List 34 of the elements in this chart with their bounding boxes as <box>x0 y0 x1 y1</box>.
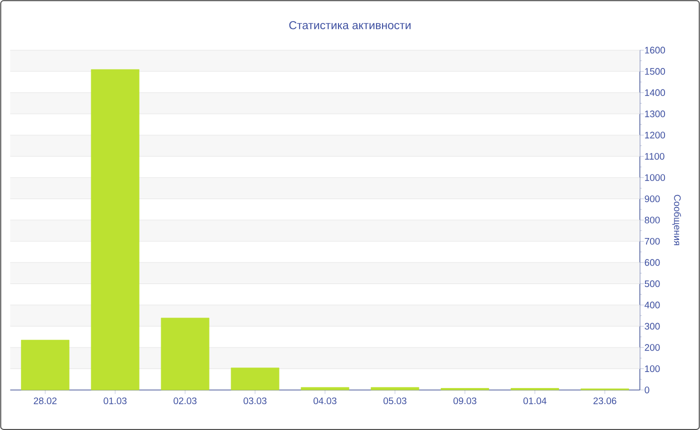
bar <box>300 387 350 390</box>
y-tick-label: 0 <box>644 386 650 394</box>
bar <box>20 340 70 390</box>
x-tick-label: 03.03 <box>244 397 266 404</box>
y-tick-label: 1100 <box>645 152 664 160</box>
y-tick-label: 600 <box>644 259 660 266</box>
y-tick-label: 1200 <box>645 132 666 138</box>
x-tick-label: 23.06 <box>593 397 616 404</box>
y-tick-label: 1400 <box>645 89 666 96</box>
y-tick-label: 200 <box>644 344 660 351</box>
y-axis-title: Сообщения <box>672 194 682 246</box>
y-tick-label: 400 <box>644 302 660 308</box>
y-tick-label: 1500 <box>645 68 666 75</box>
y-tick-label: 700 <box>644 238 660 245</box>
bar <box>370 387 420 390</box>
x-tick-label: 01.04 <box>523 397 546 404</box>
y-tick-label: 1600 <box>645 46 666 54</box>
y-tick-label: 1000 <box>645 174 666 181</box>
y-tick-label: 800 <box>644 216 660 224</box>
y-tick-label: 100 <box>645 365 660 372</box>
x-tick-label: 09.03 <box>453 397 476 404</box>
x-tick-label: 05.03 <box>384 397 406 404</box>
chart-title: Статистика активности <box>289 21 411 30</box>
bar <box>90 69 140 390</box>
x-tick-label: 28.02 <box>34 397 57 404</box>
x-tick-label: 02.03 <box>174 397 197 404</box>
y-tick-label: 500 <box>644 280 660 288</box>
x-tick-label: 04.03 <box>314 397 336 404</box>
bar <box>230 368 280 390</box>
y-tick-label: 1300 <box>645 110 666 118</box>
bar <box>160 318 210 390</box>
x-tick-label: 01.03 <box>104 397 127 404</box>
y-tick-label: 300 <box>644 322 660 330</box>
y-tick-label: 900 <box>644 195 660 202</box>
